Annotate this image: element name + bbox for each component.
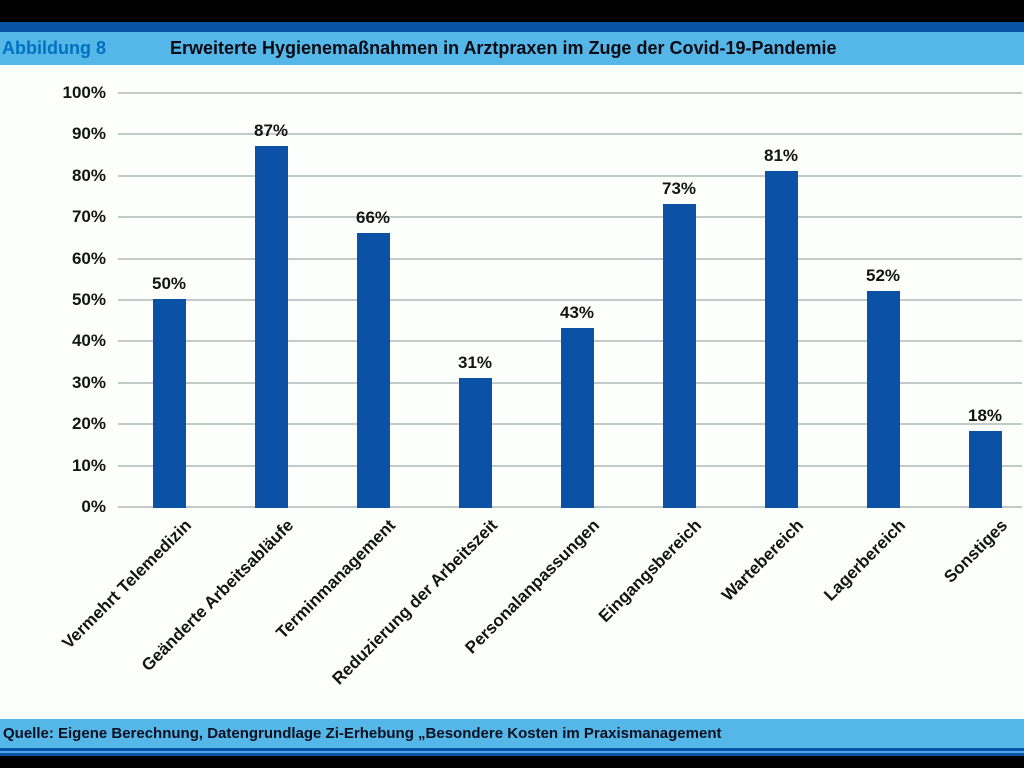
y-tick-label: 80% [71, 166, 106, 185]
bar-value-label: 73% [661, 179, 697, 198]
y-tick-label: 20% [71, 414, 106, 433]
bar [255, 146, 288, 508]
chart-title: Erweiterte Hygienemaßnahmen in Arztpraxe… [170, 38, 837, 58]
bar [765, 171, 798, 508]
bar-value-label: 81% [763, 146, 799, 165]
y-tick-label: 60% [71, 249, 106, 268]
bar [153, 299, 186, 508]
y-tick-label: 10% [71, 456, 106, 475]
gridline [118, 133, 1022, 135]
bottom-divider-line [0, 748, 1024, 756]
bar-value-label: 18% [967, 406, 1003, 425]
x-axis-label: Vermehrt Telemedizin [58, 515, 196, 653]
plot-area: 0% 10% 20% 30% 40% 50% 60% 70% 80% 90% 100% 50% Verm… [0, 65, 1024, 719]
bar [969, 431, 1002, 508]
bar [357, 233, 390, 508]
y-tick-label: 30% [71, 373, 106, 392]
bar-value-label: 50% [151, 274, 187, 293]
gridline [118, 216, 1022, 218]
bar [663, 204, 696, 508]
header-band: Abbildung 8 Erweiterte Hygienemaßnahmen … [0, 32, 1024, 65]
gridline [118, 299, 1022, 301]
bottom-letterbox-bar [0, 756, 1024, 768]
bar-value-label: 43% [559, 303, 595, 322]
figure-number-label: Abbildung 8 [2, 38, 106, 58]
footer-band: Quelle: Eigene Berechnung, Datengrundlag… [0, 719, 1024, 748]
gridline [118, 175, 1022, 177]
top-letterbox-bar [0, 0, 1024, 22]
bar [459, 378, 492, 508]
top-divider-line [0, 22, 1024, 32]
gridline [118, 92, 1022, 94]
y-tick-label: 50% [71, 290, 106, 309]
bar-value-label: 31% [457, 353, 493, 372]
bar-value-label: 66% [355, 208, 391, 227]
bar [867, 291, 900, 508]
y-tick-label: 0% [81, 497, 106, 516]
bar-value-label: 87% [253, 121, 289, 140]
bar-value-label: 52% [865, 266, 901, 285]
y-tick-label: 90% [71, 124, 106, 143]
bar [561, 328, 594, 508]
y-tick-label: 70% [71, 207, 106, 226]
y-tick-label: 100% [62, 83, 106, 102]
source-note: Quelle: Eigene Berechnung, Datengrundlag… [3, 725, 722, 742]
gridline [118, 258, 1022, 260]
y-tick-label: 40% [71, 331, 106, 350]
divider-inner-stripe [0, 751, 1024, 753]
